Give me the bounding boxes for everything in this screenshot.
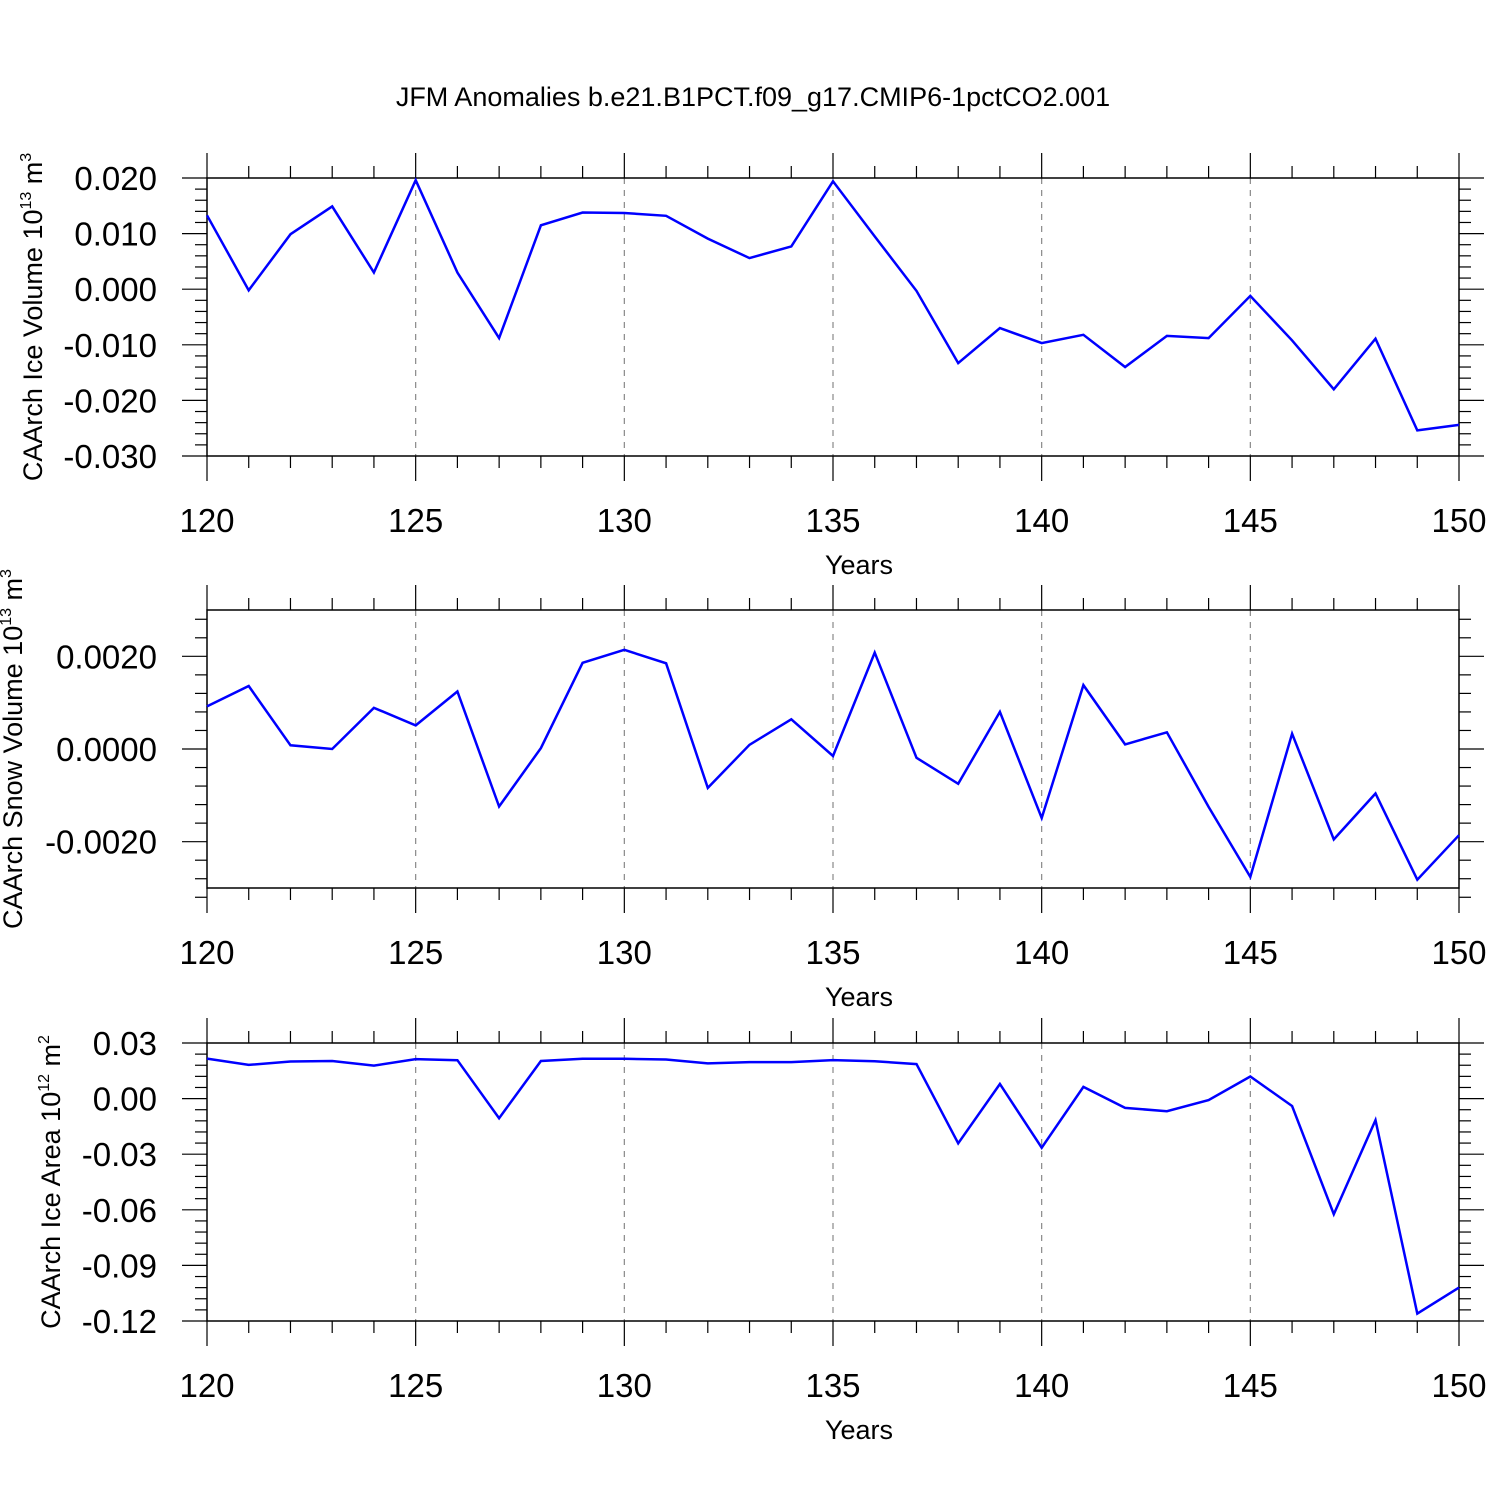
panel-2: 0.0020 0.0000 -0.0020 120 125 130 135 140 145 150… — [0, 569, 1487, 1012]
y-axis-label: CAArch Ice Area 1012 m2 — [36, 1035, 66, 1329]
x-tick-label: 120 — [179, 1367, 234, 1404]
panel-1: 0.020 0.010 0.000 -0.010 -0.020 -0.030 120 125 1… — [18, 153, 1487, 580]
y-axis-label: CAArch Ice Volume 1013 m3 — [18, 153, 48, 481]
y-tick-label: 0.03 — [93, 1025, 157, 1062]
x-tick-label: 130 — [597, 1367, 652, 1404]
y-tick-label: -0.09 — [82, 1247, 157, 1284]
y-tick-label: 0.020 — [74, 160, 157, 197]
y-tick-label: 0.00 — [93, 1081, 157, 1118]
x-axis-label: Years — [825, 1415, 893, 1445]
y-tick-label: -0.030 — [63, 438, 157, 475]
x-tick-label: 145 — [1223, 934, 1278, 971]
y-axis-label: CAArch Snow Volume 1013 m3 — [0, 569, 28, 929]
y-tick-label: 0.010 — [74, 216, 157, 253]
series-line — [206, 648, 1460, 882]
x-tick-label: 125 — [388, 502, 443, 539]
y-tick-label: 0.000 — [74, 271, 157, 308]
y-tick-label: 0.0020 — [56, 638, 157, 675]
x-tick-label: 140 — [1014, 1367, 1069, 1404]
x-tick-label: 150 — [1431, 1367, 1486, 1404]
x-axis-label: Years — [825, 550, 893, 580]
x-tick-label: 135 — [805, 934, 860, 971]
x-tick-label: 150 — [1431, 502, 1486, 539]
y-tick-label: -0.12 — [82, 1303, 157, 1340]
series-line — [206, 1057, 1460, 1316]
x-axis-label: Years — [825, 982, 893, 1012]
x-tick-label: 125 — [388, 1367, 443, 1404]
x-tick-label: 120 — [179, 502, 234, 539]
y-tick-label: 0.0000 — [56, 731, 157, 768]
x-tick-label: 135 — [805, 502, 860, 539]
chart-title: JFM Anomalies b.e21.B1PCT.f09_g17.CMIP6-… — [396, 82, 1110, 112]
x-tick-label: 120 — [179, 934, 234, 971]
x-tick-label: 145 — [1223, 1367, 1278, 1404]
x-tick-label: 130 — [597, 934, 652, 971]
x-tick-label: 150 — [1431, 934, 1486, 971]
x-tick-label: 135 — [805, 1367, 860, 1404]
x-tick-label: 125 — [388, 934, 443, 971]
y-tick-label: -0.010 — [63, 327, 157, 364]
y-tick-label: -0.020 — [63, 382, 157, 419]
y-tick-label: -0.03 — [82, 1136, 157, 1173]
y-tick-label: -0.06 — [82, 1192, 157, 1229]
x-tick-label: 130 — [597, 502, 652, 539]
x-tick-label: 140 — [1014, 934, 1069, 971]
x-tick-label: 145 — [1223, 502, 1278, 539]
y-tick-label: -0.0020 — [45, 824, 157, 861]
x-tick-label: 140 — [1014, 502, 1069, 539]
series-line — [205, 177, 1460, 432]
panel-3: 0.03 0.00 -0.03 -0.06 -0.09 -0.12 120 125 130 135… — [36, 1018, 1487, 1445]
